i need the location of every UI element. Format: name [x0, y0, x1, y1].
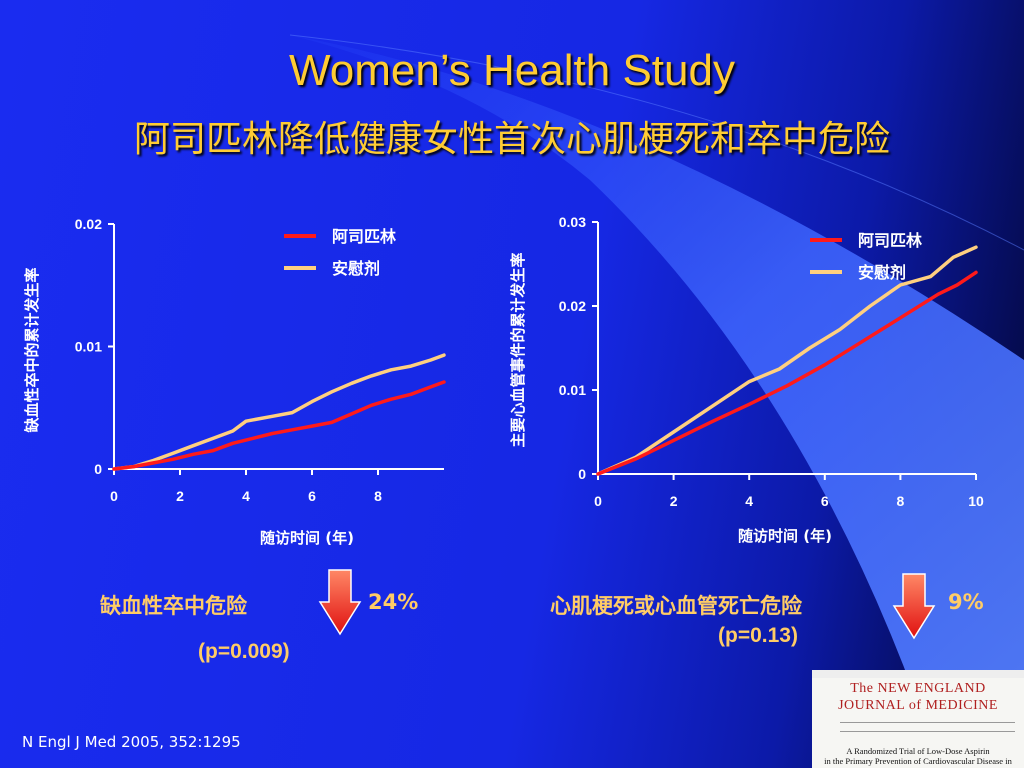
x-tick-label: 6 — [821, 493, 829, 509]
stroke-p-value: (p=0.009) — [198, 640, 290, 663]
journal-cover-image: The NEW ENGLAND JOURNAL of MEDICINE A Ra… — [812, 670, 1024, 768]
x-tick-label: 0 — [594, 493, 602, 509]
journal-article-line1: A Randomized Trial of Low-Dose Aspirin — [846, 746, 990, 756]
y-axis-label: 主要心血管事件的累计发生率 — [509, 252, 527, 447]
mi-p-value: (p=0.13) — [718, 624, 798, 647]
legend-label: 安慰剂 — [332, 259, 380, 278]
journal-masthead-line2: JOURNAL of MEDICINE — [838, 698, 998, 713]
series-line-aspirin — [112, 380, 446, 471]
x-tick-label: 2 — [176, 488, 184, 504]
series-line-placebo — [596, 245, 978, 476]
x-tick-label: 8 — [374, 488, 382, 504]
mi-risk-label: 心肌梗死或心血管死亡危险 — [550, 594, 802, 618]
slide-subtitle: 阿司匹林降低健康女性首次心肌梗死和卒中危险 — [133, 119, 890, 160]
stroke-risk-reduction: 24% — [368, 590, 419, 614]
y-tick-label: 0.02 — [75, 216, 102, 232]
x-tick-label: 0 — [110, 488, 118, 504]
citation: N Engl J Med 2005, 352:1295 — [22, 733, 241, 751]
stroke-risk-label: 缺血性卒中危险 — [100, 594, 247, 618]
y-tick-label: 0.01 — [559, 382, 586, 398]
x-tick-label: 4 — [242, 488, 250, 504]
legend-label: 阿司匹林 — [858, 231, 922, 250]
y-tick-label: 0 — [94, 461, 102, 477]
down-arrow-icon — [318, 569, 362, 636]
journal-article-title: A Randomized Trial of Low-Dose Aspirin i… — [812, 746, 1024, 768]
y-tick-label: 0.02 — [559, 298, 586, 314]
x-axis-label: 随访时间 (年) — [260, 529, 354, 547]
x-tick-label: 10 — [968, 493, 984, 509]
journal-article-line2: in the Primary Prevention of Cardiovascu… — [824, 756, 1012, 768]
x-tick-label: 6 — [308, 488, 316, 504]
journal-masthead-line1: The NEW ENGLAND — [850, 681, 986, 696]
x-tick-label: 2 — [670, 493, 678, 509]
legend-label: 安慰剂 — [858, 263, 906, 282]
journal-masthead: The NEW ENGLAND JOURNAL of MEDICINE — [812, 680, 1024, 714]
y-tick-label: 0.01 — [75, 339, 102, 355]
x-tick-label: 8 — [897, 493, 905, 509]
slide-title: Women’s Health Study — [289, 46, 735, 95]
mi-risk-reduction: 9% — [948, 590, 984, 614]
y-tick-label: 0 — [578, 466, 586, 482]
down-arrow-icon — [892, 573, 936, 640]
y-axis-label: 缺血性卒中的累计发生率 — [23, 267, 41, 433]
legend-label: 阿司匹林 — [332, 227, 396, 246]
x-axis-label: 随访时间 (年) — [738, 527, 832, 545]
series-line-aspirin — [596, 270, 978, 476]
series-line-placebo — [112, 353, 446, 471]
y-tick-label: 0.03 — [559, 214, 586, 230]
x-tick-label: 4 — [745, 493, 753, 509]
